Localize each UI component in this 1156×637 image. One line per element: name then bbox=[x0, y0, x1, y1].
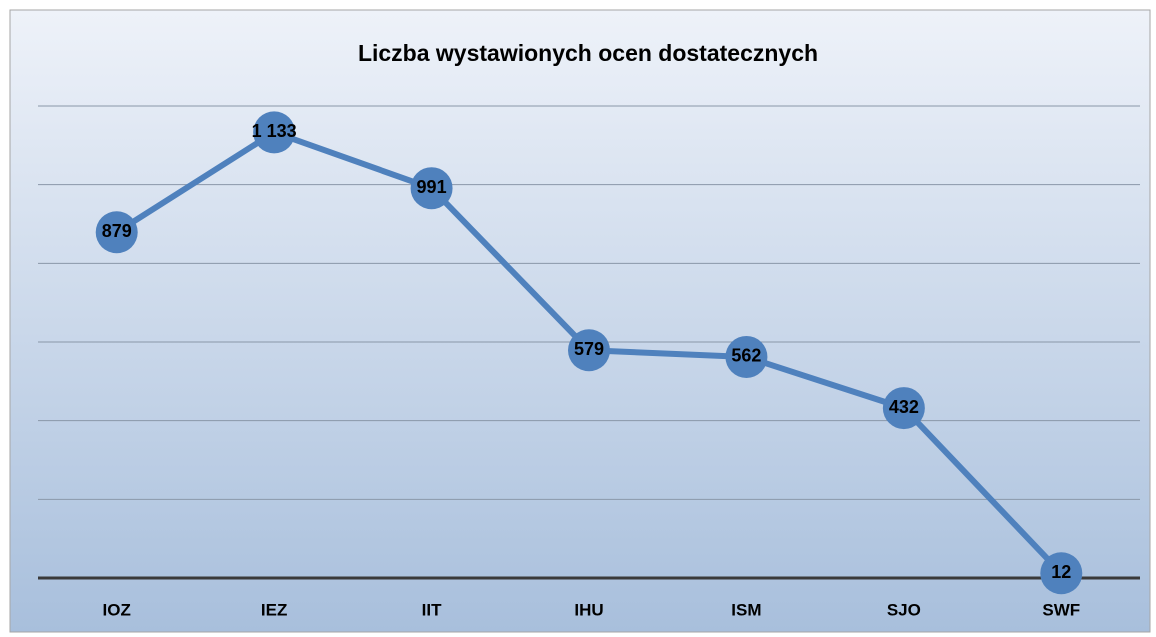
x-tick-label: SJO bbox=[887, 600, 921, 619]
x-tick-label: IIT bbox=[422, 600, 442, 619]
x-tick-label: SWF bbox=[1042, 600, 1080, 619]
chart-title: Liczba wystawionych ocen dostatecznych bbox=[358, 40, 818, 66]
marker bbox=[1040, 552, 1083, 595]
marker bbox=[882, 387, 925, 430]
marker bbox=[95, 211, 138, 254]
data-label: 12 bbox=[1051, 562, 1071, 582]
marker bbox=[253, 111, 296, 154]
marker bbox=[725, 335, 768, 378]
marker bbox=[568, 329, 610, 372]
data-label: 879 bbox=[102, 221, 132, 241]
data-label: 1 133 bbox=[252, 121, 297, 141]
x-tick-label: IOZ bbox=[103, 600, 131, 619]
data-label: 991 bbox=[417, 177, 447, 197]
x-tick-label: ISM bbox=[731, 600, 761, 619]
x-tick-label: IEZ bbox=[261, 600, 287, 619]
marker bbox=[410, 167, 453, 210]
data-label: 579 bbox=[574, 339, 604, 359]
data-label: 432 bbox=[889, 397, 919, 417]
x-tick-label: IHU bbox=[574, 600, 603, 619]
data-label: 562 bbox=[731, 346, 761, 366]
chart-area bbox=[9, 9, 1151, 633]
